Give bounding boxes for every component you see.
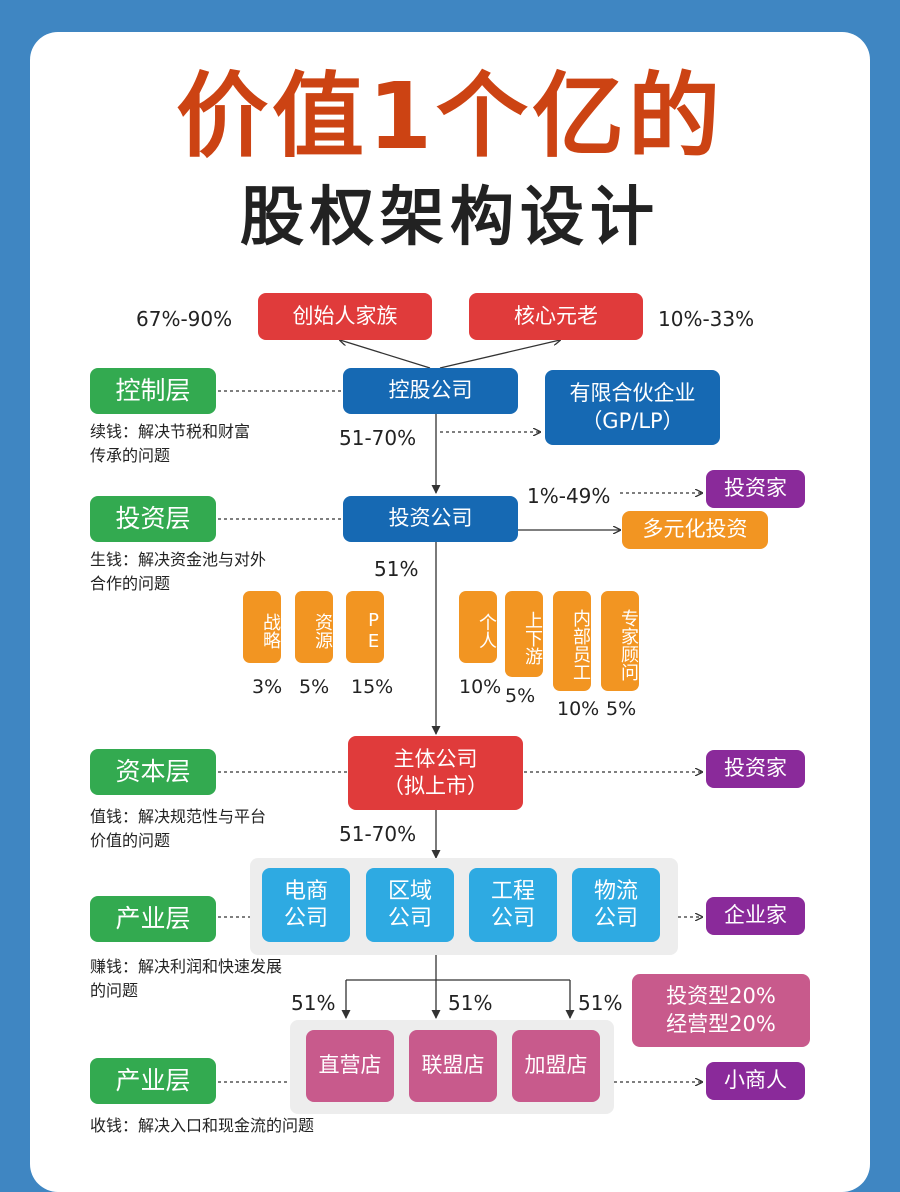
holder-supply-chain-percent: 5% bbox=[505, 685, 536, 707]
limited-partnership-box: 有限合伙企业 （GP/LP） bbox=[545, 370, 720, 445]
founder-percent: 67%-90% bbox=[136, 307, 233, 331]
holder-supply-chain: 上下游 bbox=[505, 591, 543, 677]
holder-experts: 专家顾问 bbox=[601, 591, 639, 691]
layer-desc-control: 续钱：解决节税和财富 传承的问题 bbox=[90, 422, 251, 465]
store-percent-1: 51% bbox=[291, 991, 336, 1015]
main-percent: 51-70% bbox=[339, 822, 417, 846]
holding-company-box: 控股公司 bbox=[343, 368, 518, 414]
holder-experts-percent: 5% bbox=[606, 698, 637, 720]
subsidiary-engineering: 工程 公司 bbox=[469, 868, 557, 942]
holder-individual-percent: 10% bbox=[459, 676, 502, 698]
holder-pe: PE bbox=[346, 591, 384, 663]
main-company-box: 主体公司 （拟上市） bbox=[348, 736, 523, 810]
holder-resource-percent: 5% bbox=[299, 676, 330, 698]
diversified-investment-box: 多元化投资 bbox=[622, 511, 768, 549]
core-percent: 10%-33% bbox=[658, 307, 755, 331]
layer-desc-industry: 赚钱：解决利润和快速发展 的问题 bbox=[90, 957, 283, 1000]
store-franchise: 加盟店 bbox=[512, 1030, 600, 1102]
holding-percent: 51-70% bbox=[339, 426, 417, 450]
layer-label-capital: 资本层 bbox=[90, 749, 216, 795]
store-percent-2: 51% bbox=[448, 991, 493, 1015]
investment-down-percent: 51% bbox=[374, 557, 419, 581]
investment-out-percent: 1%-49% bbox=[527, 484, 611, 508]
title-line-2: 股权架构设计 bbox=[240, 181, 660, 255]
subsidiary-ecommerce: 电商 公司 bbox=[262, 868, 350, 942]
holder-individual: 个人 bbox=[459, 591, 497, 663]
holder-employees: 内部员工 bbox=[553, 591, 591, 691]
investor-box-1: 投资家 bbox=[706, 470, 805, 508]
layer-desc-investment: 生钱：解决资金池与对外 合作的问题 bbox=[90, 550, 267, 593]
holder-resource: 资源 bbox=[295, 591, 333, 663]
subsidiary-logistics: 物流 公司 bbox=[572, 868, 660, 942]
merchant-box: 小商人 bbox=[706, 1062, 805, 1100]
entrepreneur-box: 企业家 bbox=[706, 897, 805, 935]
store-alliance: 联盟店 bbox=[409, 1030, 497, 1102]
investment-company-box: 投资公司 bbox=[343, 496, 518, 542]
layer-label-retail: 产业层 bbox=[90, 1058, 216, 1104]
holder-pe-percent: 15% bbox=[351, 676, 394, 698]
layer-label-control: 控制层 bbox=[90, 368, 216, 414]
founder-family-box: 创始人家族 bbox=[258, 293, 432, 340]
holder-employees-percent: 10% bbox=[557, 698, 600, 720]
core-veterans-box: 核心元老 bbox=[469, 293, 643, 340]
layer-label-investment: 投资层 bbox=[90, 496, 216, 542]
store-direct: 直营店 bbox=[306, 1030, 394, 1102]
subsidiary-regional: 区域 公司 bbox=[366, 868, 454, 942]
investor-box-2: 投资家 bbox=[706, 750, 805, 788]
store-percent-3: 51% bbox=[578, 991, 623, 1015]
holder-strategy-percent: 3% bbox=[252, 676, 283, 698]
layer-desc-retail: 收钱：解决入口和现金流的问题 bbox=[90, 1116, 315, 1135]
title-line-1: 价值1个亿的 bbox=[175, 63, 724, 170]
holder-strategy: 战略 bbox=[243, 591, 281, 663]
layer-desc-capital: 值钱：解决规范性与平台 价值的问题 bbox=[90, 807, 267, 850]
store-type-box: 投资型20% 经营型20% bbox=[632, 974, 810, 1047]
layer-label-industry: 产业层 bbox=[90, 896, 216, 942]
